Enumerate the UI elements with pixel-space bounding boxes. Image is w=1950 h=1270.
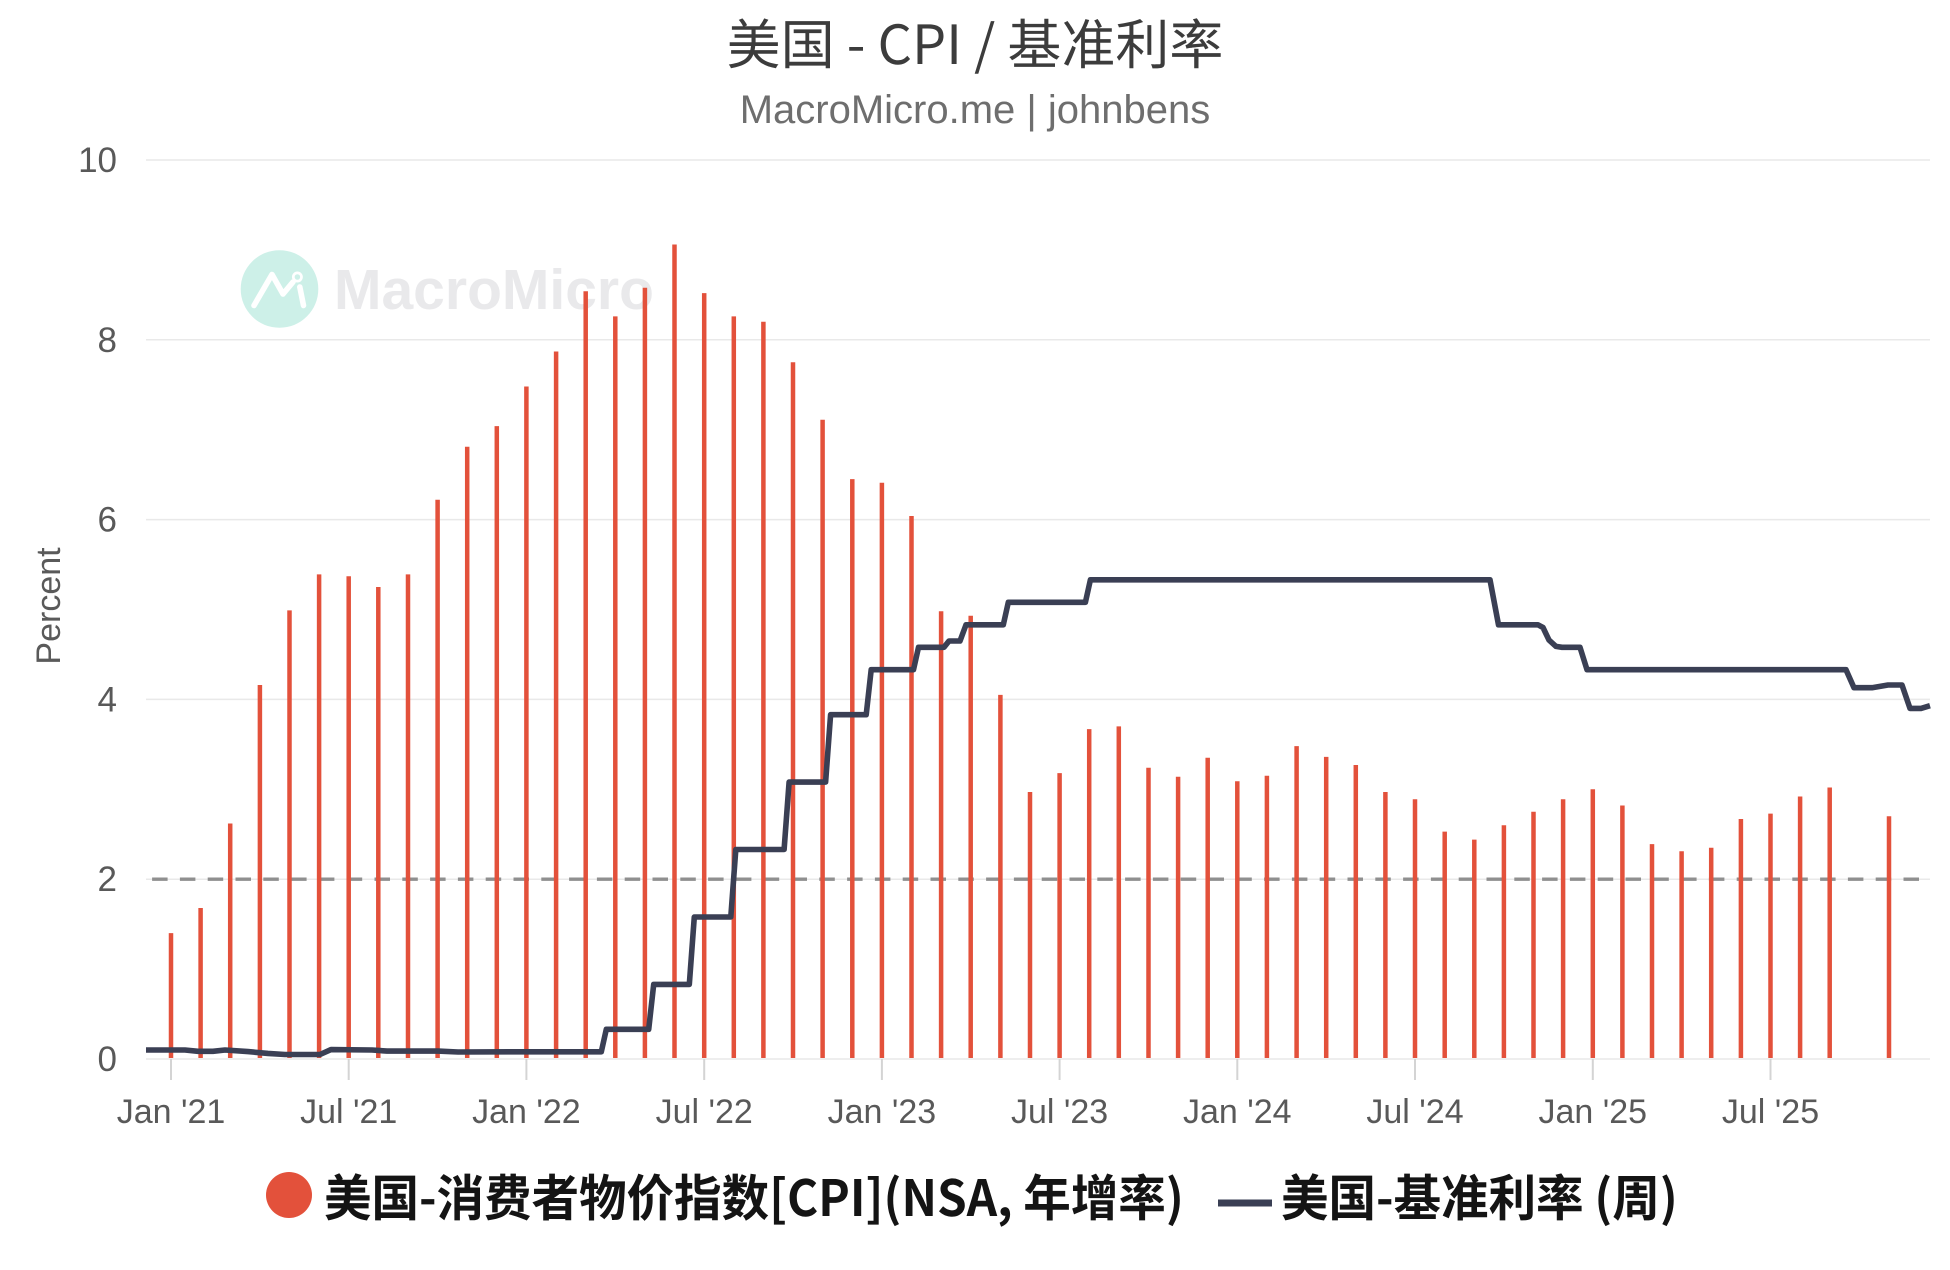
svg-text:Jan '23: Jan '23	[828, 1093, 937, 1131]
svg-text:Jul '23: Jul '23	[1011, 1093, 1108, 1131]
svg-text:Jul '21: Jul '21	[300, 1093, 397, 1131]
svg-text:Jan '22: Jan '22	[472, 1093, 581, 1131]
svg-text:4: 4	[98, 680, 117, 719]
svg-text:Jul '22: Jul '22	[656, 1093, 753, 1131]
svg-text:Jan '21: Jan '21	[117, 1093, 226, 1131]
svg-text:6: 6	[98, 501, 117, 540]
svg-text:MacroMicro: MacroMicro	[334, 258, 654, 322]
svg-text:Jan '25: Jan '25	[1539, 1093, 1648, 1131]
svg-text:10: 10	[78, 141, 117, 180]
svg-text:2: 2	[98, 860, 117, 899]
svg-text:Jul '25: Jul '25	[1722, 1093, 1819, 1131]
svg-text:Percent: Percent	[30, 547, 68, 665]
svg-text:8: 8	[98, 321, 117, 360]
svg-text:Jan '24: Jan '24	[1183, 1093, 1292, 1131]
svg-text:Jul '24: Jul '24	[1366, 1093, 1463, 1131]
svg-text:0: 0	[98, 1040, 117, 1079]
svg-text:MacroMicro.me | johnbens: MacroMicro.me | johnbens	[740, 88, 1211, 132]
